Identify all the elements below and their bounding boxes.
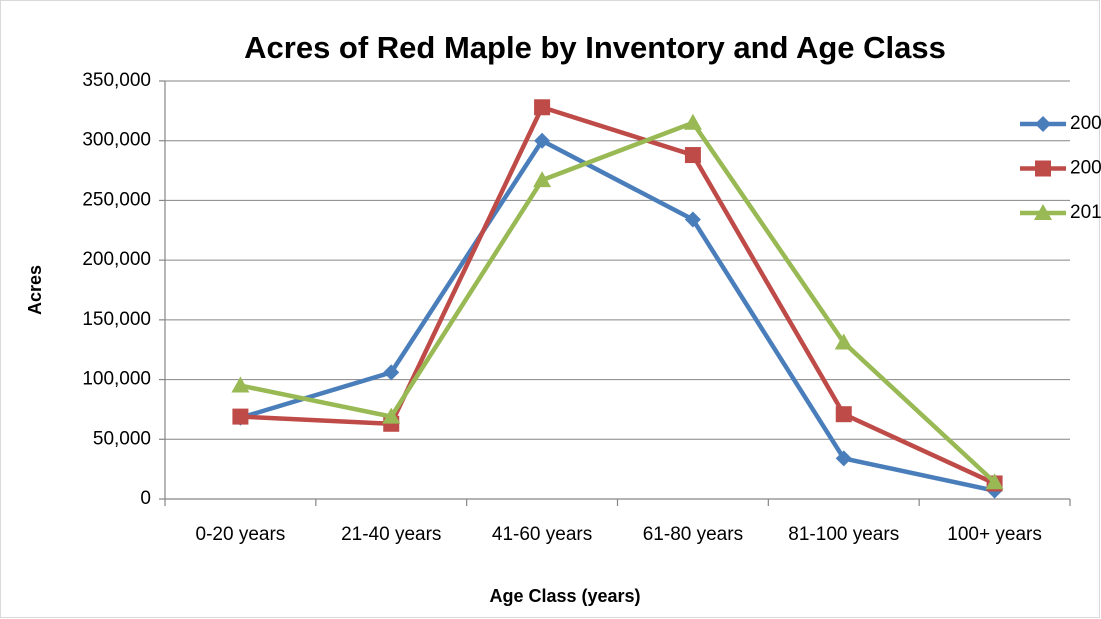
legend-marker (1035, 116, 1051, 132)
x-tick-label: 61-80 years (643, 524, 743, 545)
y-tick-label: 50,000 (93, 428, 151, 449)
chart-title: Acres of Red Maple by Inventory and Age … (244, 30, 946, 65)
legend-label: 2008 (1070, 158, 1101, 179)
data-point (684, 211, 701, 228)
y-tick-label: 150,000 (82, 309, 151, 330)
x-tick-label: 41-60 years (492, 524, 592, 545)
data-point (684, 147, 701, 164)
legend-label: 2004 (1070, 113, 1101, 134)
x-tick-label: 0-20 years (196, 524, 286, 545)
y-tick-label: 100,000 (82, 369, 151, 390)
data-point (835, 406, 852, 423)
data-point (534, 99, 551, 116)
data-point (533, 171, 552, 188)
data-point (382, 407, 401, 424)
x-tick-label: 21-40 years (341, 524, 441, 545)
series-line (240, 105, 996, 486)
legend-marker (1034, 204, 1052, 220)
series-line (239, 120, 997, 484)
legend-label: 2013 (1070, 202, 1101, 223)
data-point (383, 364, 400, 381)
legend-marker (1035, 160, 1051, 177)
series-line (239, 138, 996, 493)
data-point (534, 132, 551, 149)
data-point (232, 408, 249, 425)
data-point (985, 473, 1004, 490)
y-tick-label: 350,000 (82, 70, 151, 91)
y-tick-label: 0 (140, 488, 151, 509)
y-tick-label: 300,000 (82, 130, 151, 151)
y-tick-label: 250,000 (82, 189, 151, 210)
x-axis-title: Age Class (years) (489, 586, 640, 606)
y-axis-title: Acres (25, 265, 45, 315)
data-point (683, 113, 702, 130)
data-point (231, 376, 250, 393)
data-point (835, 450, 852, 467)
data-point (834, 333, 853, 350)
y-tick-label: 200,000 (82, 249, 151, 270)
x-tick-label: 81-100 years (788, 524, 899, 545)
x-tick-label: 100+ years (947, 524, 1042, 545)
